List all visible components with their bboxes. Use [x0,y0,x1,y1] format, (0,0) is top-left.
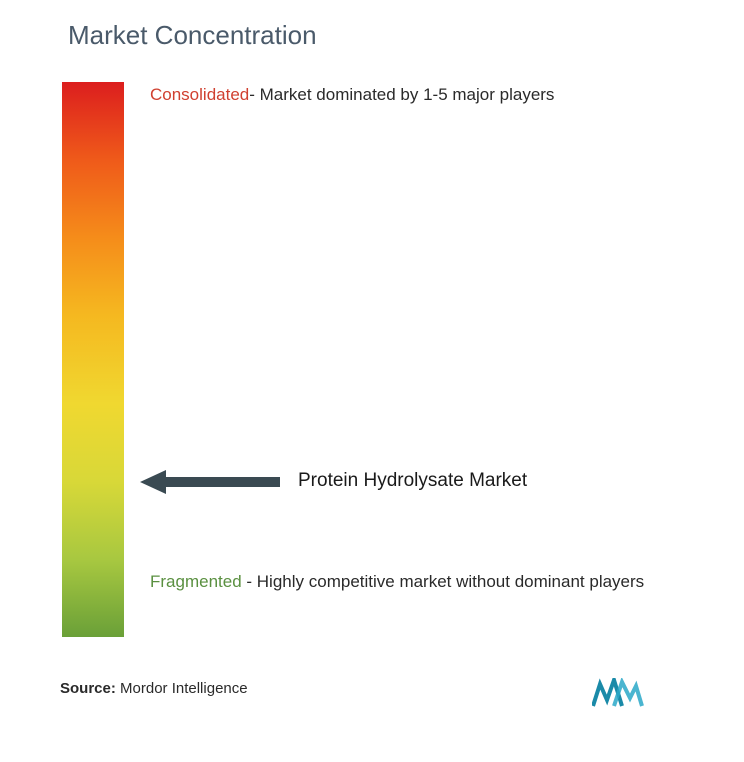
market-name-label: Protein Hydrolysate Market [298,470,527,492]
chart-title: Market Concentration [68,20,317,51]
mordor-logo-icon [592,678,644,710]
fragmented-label: Fragmented - Highly competitive market w… [150,565,644,599]
source-label: Source: [60,680,116,697]
fragmented-description: - Highly competitive market without domi… [242,572,645,591]
consolidated-description: - Market dominated by 1-5 major players [249,85,554,104]
consolidated-keyword: Consolidated [150,85,249,104]
consolidated-label: Consolidated- Market dominated by 1-5 ma… [150,82,554,108]
source-attribution: Source: Mordor Intelligence [60,680,248,697]
fragmented-keyword: Fragmented [150,572,242,591]
marker-arrow-icon [140,468,280,496]
source-value: Mordor Intelligence [116,680,248,697]
concentration-gradient-bar [62,82,124,637]
